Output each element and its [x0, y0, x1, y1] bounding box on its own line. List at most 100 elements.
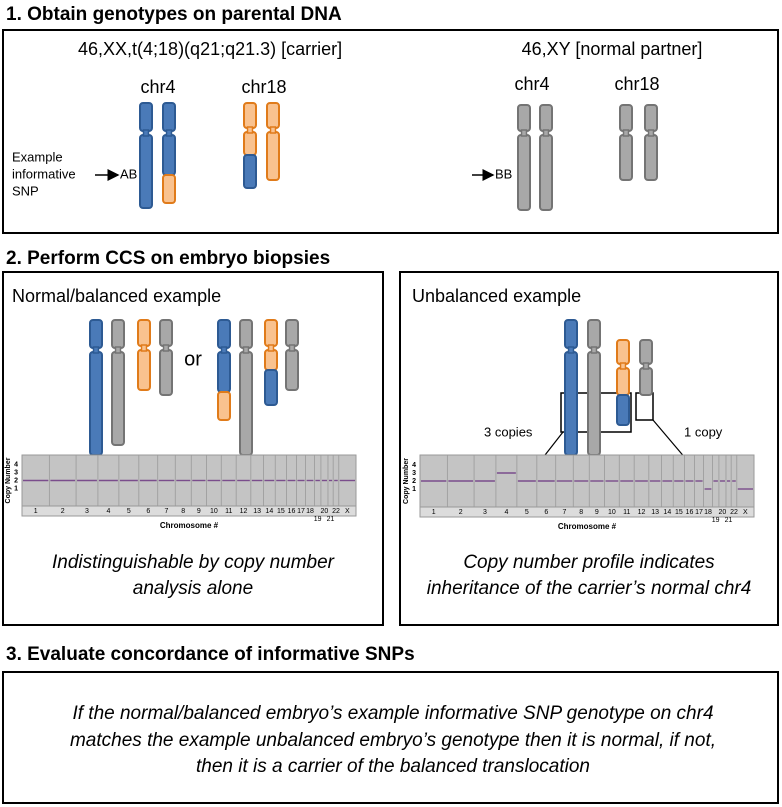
x-label-strip — [21, 505, 357, 517]
snp-label: Example — [12, 149, 63, 164]
chromosome-segment — [619, 134, 633, 181]
x-axis-label: Chromosome # — [160, 521, 219, 530]
x-tick-label: 1 — [34, 508, 38, 515]
x-tick-label: 21 — [327, 516, 335, 523]
caption: Indistinguishable by copy number — [52, 552, 335, 573]
x-tick-label: 11 — [623, 509, 630, 516]
snp-label: informative — [12, 166, 76, 181]
chromosome-segment — [539, 134, 553, 211]
chromosome-label: chr18 — [241, 77, 286, 97]
x-tick-label: 22 — [332, 508, 340, 515]
chromosome-segment — [239, 319, 253, 349]
x-tick-label: 4 — [106, 508, 110, 515]
chromosome-segment — [162, 134, 176, 176]
chromosome-segment — [139, 134, 153, 209]
centromere — [114, 346, 122, 354]
chromosome-segment — [111, 351, 125, 446]
x-tick-label: 4 — [504, 509, 508, 516]
centromere — [647, 129, 655, 137]
chromosome-segment — [243, 102, 257, 129]
x-tick-label: 16 — [288, 508, 296, 515]
chromosome-segment — [111, 319, 125, 349]
snp-label: SNP — [12, 183, 39, 198]
caption: analysis alone — [133, 578, 253, 599]
x-tick-label: 5 — [525, 509, 529, 516]
chromosome-label: chr4 — [140, 77, 175, 97]
body-text: matches the example unbalanced embryo’s … — [70, 730, 716, 751]
x-tick-label: 17 — [695, 509, 703, 516]
chromosome-segment — [162, 174, 176, 204]
x-tick-label: 18 — [704, 509, 712, 516]
centromere — [567, 346, 575, 354]
x-tick-label: 2 — [459, 509, 463, 516]
x-tick-label: X — [345, 508, 350, 515]
chromosome-segment — [616, 394, 630, 426]
chromosome-segment — [517, 134, 531, 211]
x-tick-label: 7 — [563, 509, 567, 516]
chromosome-segment — [264, 319, 278, 347]
x-tick-label: 22 — [730, 509, 738, 516]
chromosome-segment — [616, 339, 630, 365]
x-tick-label: 5 — [127, 508, 131, 515]
section-heading: 3. Evaluate concordance of informative S… — [6, 644, 415, 665]
chromosome-segment — [239, 351, 253, 456]
x-tick-label: 13 — [253, 508, 261, 515]
chromosome-segment — [264, 349, 278, 371]
chromosome-segment — [285, 319, 299, 347]
chromosome-segment — [162, 102, 176, 132]
x-tick-label: X — [743, 509, 748, 516]
centromere — [140, 344, 148, 352]
x-tick-label: 20 — [719, 509, 727, 516]
x-axis-label: Chromosome # — [558, 522, 617, 531]
centromere — [165, 129, 173, 137]
x-tick-label: 14 — [265, 508, 273, 515]
chromosome-segment — [285, 349, 299, 391]
x-tick-label: 15 — [675, 509, 683, 516]
x-tick-label: 9 — [595, 509, 599, 516]
panel-title: Unbalanced example — [412, 286, 581, 306]
caption: inheritance of the carrier’s normal chr4 — [427, 578, 752, 599]
x-tick-label: 19 — [314, 516, 322, 523]
x-tick-label: 12 — [638, 509, 646, 516]
y-tick-label: 4 — [412, 462, 416, 469]
genotype: BB — [495, 166, 512, 181]
centromere — [642, 362, 650, 370]
chromosome-segment — [644, 104, 658, 132]
chromosome-segment — [587, 351, 601, 456]
x-tick-label: 7 — [165, 508, 169, 515]
centromere — [542, 129, 550, 137]
x-tick-label: 17 — [297, 508, 305, 515]
chromosome-segment — [639, 339, 653, 365]
section-heading: 1. Obtain genotypes on parental DNA — [6, 4, 342, 25]
centromere — [92, 346, 100, 354]
panel-box — [2, 271, 384, 626]
genotype: AB — [120, 166, 137, 181]
karyotype-label: 46,XY [normal partner] — [522, 39, 703, 59]
chromosome-segment — [564, 319, 578, 349]
annotation: 3 copies — [484, 424, 533, 439]
y-tick-label: 1 — [14, 485, 18, 492]
body-text: If the normal/balanced embryo’s example … — [72, 703, 713, 724]
chromosome-segment — [539, 104, 553, 132]
x-tick-label: 3 — [483, 509, 487, 516]
x-label-strip — [419, 506, 755, 518]
section-box — [2, 671, 779, 804]
centromere — [520, 129, 528, 137]
karyotype-label: 46,XX,t(4;18)(q21;q21.3) [carrier] — [78, 39, 342, 59]
x-tick-label: 6 — [544, 509, 548, 516]
y-tick-label: 3 — [14, 469, 18, 476]
chromosome-segment — [266, 131, 280, 181]
chromosome-label: chr4 — [514, 74, 549, 94]
chromosome-segment — [266, 102, 280, 129]
centromere — [162, 344, 170, 352]
panel-title: Normal/balanced example — [12, 286, 221, 306]
y-tick-label: 1 — [412, 486, 416, 493]
y-axis-label: Copy Number — [5, 457, 12, 503]
centromere — [288, 344, 296, 352]
chromosome-segment — [639, 367, 653, 396]
chromosome-segment — [217, 391, 231, 421]
x-tick-label: 13 — [651, 509, 659, 516]
x-tick-label: 1 — [432, 509, 436, 516]
y-tick-label: 2 — [412, 478, 416, 485]
